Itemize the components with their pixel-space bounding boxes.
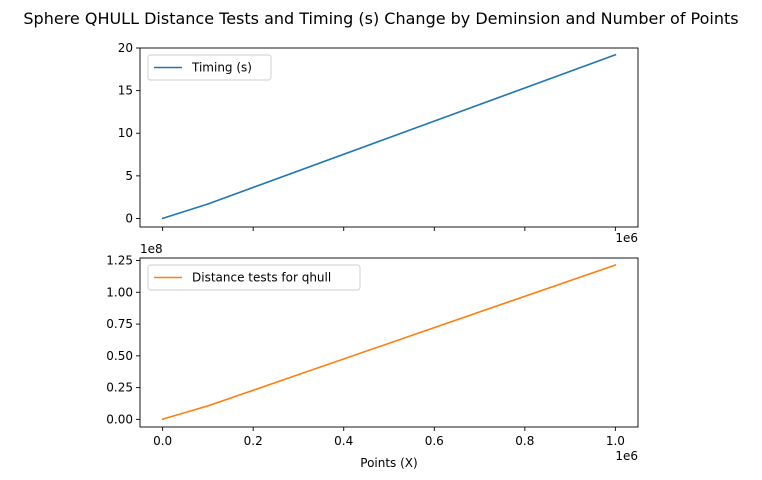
x-offset-label: 1e6 bbox=[615, 449, 638, 463]
legend: Distance tests for qhull bbox=[147, 264, 361, 291]
x-tick-label: 0.2 bbox=[244, 434, 263, 448]
legend-box bbox=[147, 54, 272, 81]
x-tick-label: 0.4 bbox=[334, 434, 353, 448]
y-tick-label: 0.00 bbox=[106, 412, 133, 426]
y-offset-label: 1e8 bbox=[140, 242, 163, 256]
y-tick-label: 1.25 bbox=[106, 254, 133, 268]
axes-frame bbox=[139, 257, 639, 428]
x-tick-label: 1.0 bbox=[606, 434, 625, 448]
x-offset-label: 1e6 bbox=[615, 231, 638, 245]
y-tick-label: 5 bbox=[125, 169, 133, 183]
chart-title: Sphere QHULL Distance Tests and Timing (… bbox=[23, 9, 738, 28]
x-tick-label: 0.8 bbox=[515, 434, 534, 448]
legend: Timing (s) bbox=[147, 54, 272, 81]
x-tick-label: 0.6 bbox=[425, 434, 444, 448]
y-tick-label: 0.50 bbox=[106, 349, 133, 363]
legend-label: Distance tests for qhull bbox=[192, 271, 331, 285]
y-tick-label: 10 bbox=[118, 126, 133, 140]
y-tick-label: 1.00 bbox=[106, 285, 133, 299]
y-tick-label: 0 bbox=[125, 211, 133, 225]
legend-label: Timing (s) bbox=[191, 61, 252, 75]
y-tick-label: 0.25 bbox=[106, 381, 133, 395]
x-axis-label: Points (X) bbox=[360, 456, 417, 470]
timing-subplot: 0 5 10 15 20 1e6 Timing (s) bbox=[118, 41, 639, 245]
series-line-distance-tests bbox=[161, 263, 617, 421]
x-tick-label: 0.0 bbox=[153, 434, 172, 448]
legend-box bbox=[147, 264, 361, 291]
y-tick-label: 20 bbox=[118, 41, 133, 55]
y-tick-label: 0.75 bbox=[106, 317, 133, 331]
distance-tests-subplot: 0.0 0.2 0.4 0.6 0.8 1.0 0.00 0.25 0.50 0.75 1.00 1.… bbox=[106, 242, 639, 470]
axes-frame bbox=[139, 47, 639, 228]
series-line-timing bbox=[161, 53, 617, 220]
y-tick-label: 15 bbox=[118, 84, 133, 98]
